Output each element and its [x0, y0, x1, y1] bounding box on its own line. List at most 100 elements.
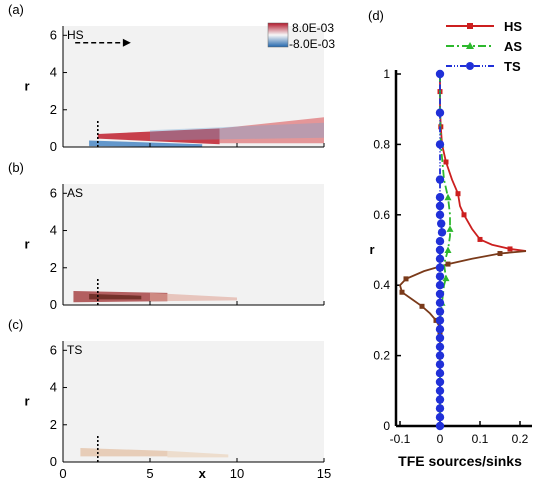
colorbar-min-label: -8.0E-03	[289, 37, 335, 51]
plot-background	[63, 184, 324, 305]
data-point	[443, 159, 449, 165]
y-tick-label: 2	[50, 260, 57, 275]
y-tick-label: 0.6	[373, 208, 390, 222]
x-axis-label: x	[199, 466, 207, 481]
colorbar	[267, 22, 289, 48]
data-point	[435, 289, 445, 299]
field-region	[219, 117, 324, 144]
x-tick-label: 0.2	[512, 432, 529, 446]
y-axis-label: r	[24, 237, 29, 252]
y-tick-label: 6	[50, 185, 57, 200]
y-tick-label: 0.4	[373, 278, 390, 292]
data-point	[435, 245, 445, 255]
data-point	[446, 225, 454, 232]
data-point	[435, 342, 445, 351]
data-point	[435, 237, 445, 246]
data-point	[444, 246, 452, 253]
data-point	[435, 175, 445, 184]
y-tick-label: 0	[50, 454, 57, 469]
data-point	[435, 69, 445, 79]
y-tick-label: 2	[50, 102, 57, 117]
y-tick-label: 0.8	[373, 137, 390, 151]
x-tick-label: 15	[317, 466, 331, 481]
data-point	[461, 212, 467, 218]
field-region	[150, 292, 237, 302]
data-point	[435, 254, 445, 263]
panel-a: 0 2 4 6 r (a) HS 8.0E-03 -8.0E-03	[8, 2, 335, 154]
y-tick-label: 1	[383, 67, 390, 81]
data-point	[435, 377, 445, 387]
y-tick-label: 6	[50, 27, 57, 42]
flow-arrow-head	[122, 38, 131, 47]
y-tick-label: 0.2	[373, 349, 390, 363]
data-point	[435, 386, 445, 395]
y-tick-label: 6	[50, 342, 57, 357]
x-tick-label: 0.1	[472, 432, 489, 446]
data-point	[437, 228, 447, 237]
x-tick-label: 0	[437, 432, 444, 446]
legend-label: TS	[504, 59, 521, 74]
data-point	[435, 307, 445, 316]
data-point	[399, 289, 405, 295]
data-point	[444, 193, 452, 201]
field-region	[89, 293, 142, 300]
data-point	[435, 360, 445, 369]
data-point	[455, 191, 461, 197]
x-tick-label: 5	[146, 466, 153, 481]
data-point	[445, 261, 451, 267]
y-axis-label: r	[24, 394, 29, 409]
data-point	[435, 404, 445, 413]
y-tick-label: 2	[50, 417, 57, 432]
data-point	[435, 351, 445, 360]
data-point	[435, 272, 445, 281]
field-region	[80, 448, 168, 457]
data-point	[435, 193, 445, 202]
data-point	[435, 395, 445, 404]
panel-label: (b)	[8, 160, 24, 175]
data-point	[437, 219, 446, 228]
y-tick-label: 0	[50, 297, 57, 312]
field-region	[167, 450, 229, 458]
data-point	[435, 316, 445, 325]
legend-marker	[466, 62, 474, 70]
data-point	[435, 140, 445, 149]
data-point	[435, 201, 445, 211]
x-tick-label: 10	[230, 466, 244, 481]
data-point	[403, 276, 409, 282]
case-tag: TS	[67, 343, 82, 357]
data-point	[477, 236, 483, 242]
y-tick-label: 4	[50, 223, 57, 238]
data-point	[419, 303, 425, 309]
data-point	[507, 246, 513, 252]
data-point	[435, 108, 445, 117]
y-axis-label: r	[24, 79, 29, 94]
x-tick-label: -0.1	[390, 432, 411, 446]
y-axis-label: r	[369, 242, 374, 257]
x-tick-label: 0	[59, 466, 66, 481]
plot-background	[63, 341, 324, 462]
data-point	[435, 413, 445, 422]
series-line-hs	[439, 74, 527, 252]
case-tag: HS	[67, 28, 84, 42]
legend-marker	[467, 23, 473, 29]
data-point	[435, 210, 445, 219]
case-tag: AS	[67, 186, 83, 200]
data-point	[497, 251, 503, 257]
legend-label: AS	[504, 39, 522, 54]
series-line-hs-lower	[398, 250, 527, 426]
data-point	[435, 325, 445, 334]
field-region	[89, 140, 203, 147]
data-point	[435, 421, 445, 431]
x-axis-label: TFE sources/sinks	[398, 453, 522, 469]
field-region	[97, 128, 220, 145]
data-point	[435, 298, 445, 307]
data-point	[442, 274, 450, 282]
data-point	[435, 263, 445, 272]
panel-label: (d)	[368, 8, 384, 23]
legend-marker	[466, 42, 474, 49]
data-point	[435, 281, 445, 290]
y-tick-label: 4	[50, 380, 57, 395]
